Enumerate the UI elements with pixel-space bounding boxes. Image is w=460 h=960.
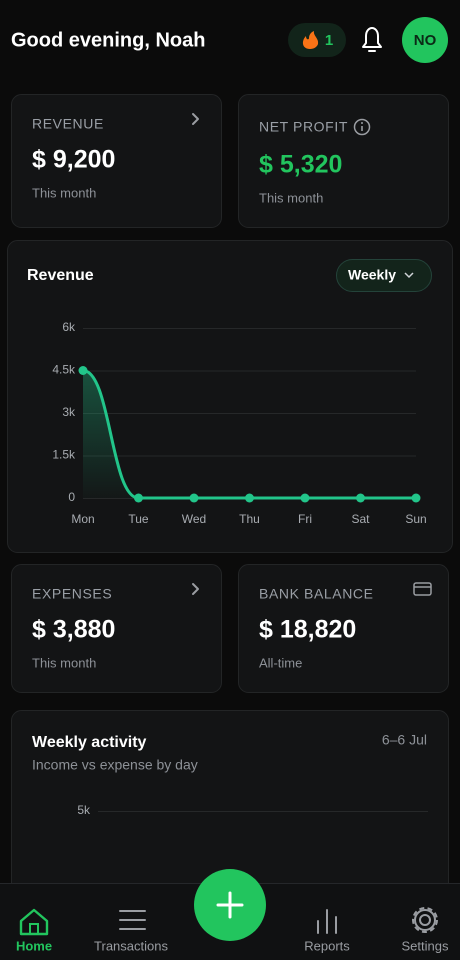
bell-icon[interactable] bbox=[362, 27, 382, 52]
greeting: Good evening, Noah bbox=[11, 29, 205, 51]
nav-label: Settings bbox=[402, 938, 449, 953]
date-range: 6–6 Jul bbox=[382, 732, 427, 748]
add-icon bbox=[216, 891, 244, 919]
nav-label: Reports bbox=[304, 938, 350, 953]
x-tick-label: Sun bbox=[405, 512, 426, 526]
y-tick-label: 4.5k bbox=[52, 363, 76, 377]
avatar-initials: NO bbox=[414, 32, 437, 49]
period-label: Weekly bbox=[348, 267, 396, 283]
point bbox=[356, 493, 365, 503]
card-value: $ 18,820 bbox=[259, 616, 356, 644]
settings-icon[interactable] bbox=[412, 907, 438, 933]
x-tick-label: Mon bbox=[71, 512, 94, 526]
point bbox=[78, 366, 88, 375]
card-label: EXPENSES bbox=[32, 586, 112, 602]
card-value: $ 3,880 bbox=[32, 616, 115, 644]
avatar[interactable] bbox=[402, 17, 448, 63]
chart-title: Revenue bbox=[27, 267, 94, 284]
nav-label: Home bbox=[16, 938, 52, 953]
card-note: All-time bbox=[259, 655, 302, 670]
card-label: NET PROFIT bbox=[259, 119, 348, 135]
chevron-icon bbox=[192, 583, 199, 595]
point bbox=[245, 493, 254, 503]
info-icon[interactable] bbox=[353, 118, 371, 136]
x-tick-label: Fri bbox=[298, 512, 312, 526]
point bbox=[411, 493, 421, 503]
card-label: REVENUE bbox=[32, 116, 104, 132]
plot-area: 0 1.5k 3k 4.5k 6k Mon Tue Wed Thu Fri Sat Sun bbox=[52, 320, 426, 526]
dropdown-chevron bbox=[404, 272, 414, 279]
card-label: BANK BALANCE bbox=[259, 586, 374, 602]
revenue-card[interactable] bbox=[11, 94, 222, 228]
expenses-card[interactable] bbox=[11, 564, 222, 693]
period-dropdown[interactable] bbox=[336, 259, 432, 292]
area bbox=[83, 370, 416, 498]
card-value: $ 9,200 bbox=[32, 146, 115, 174]
card-note: This month bbox=[32, 185, 96, 200]
flame-icon bbox=[302, 31, 319, 49]
x-tick-label: Wed bbox=[182, 512, 206, 526]
x-tick-label: Sat bbox=[351, 512, 370, 526]
section-title: Weekly activity bbox=[32, 734, 147, 751]
activity-plot: 5k bbox=[77, 803, 428, 817]
y-tick-label: 1.5k bbox=[52, 448, 76, 462]
streak-count: 1 bbox=[325, 32, 333, 49]
point bbox=[300, 493, 310, 503]
y-tick-label: 6k bbox=[62, 320, 76, 334]
reports-icon[interactable] bbox=[317, 909, 337, 934]
point bbox=[189, 493, 199, 503]
x-tick-label: Thu bbox=[239, 512, 260, 526]
y-tick-label: 5k bbox=[77, 803, 91, 817]
section-subtitle: Income vs expense by day bbox=[32, 757, 198, 773]
point bbox=[134, 493, 143, 503]
card-icon bbox=[413, 582, 432, 596]
chevron-icon bbox=[192, 113, 199, 125]
card-note: This month bbox=[259, 190, 323, 205]
bank-balance-card[interactable] bbox=[238, 564, 449, 693]
transactions-icon[interactable] bbox=[119, 910, 146, 930]
home-icon[interactable] bbox=[19, 908, 49, 936]
y-tick-label: 3k bbox=[62, 405, 76, 419]
card-note: This month bbox=[32, 655, 96, 670]
net-profit-card[interactable] bbox=[238, 94, 449, 228]
nav-label: Transactions bbox=[94, 938, 168, 953]
card-value: $ 5,320 bbox=[259, 151, 342, 179]
y-tick-label: 0 bbox=[68, 490, 75, 504]
x-tick-label: Tue bbox=[128, 512, 149, 526]
